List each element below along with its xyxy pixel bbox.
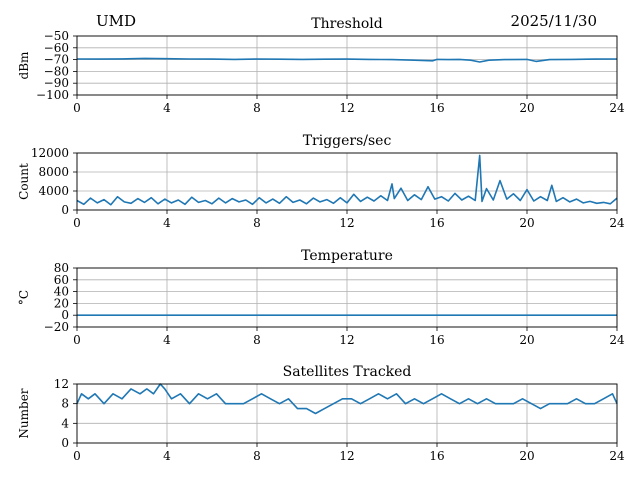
x-tick-label: 0 (73, 333, 81, 347)
series-line-1 (76, 57, 618, 63)
x-tick-label: 4 (163, 449, 171, 463)
x-tick-label: 8 (253, 449, 261, 463)
x-tick-label: 4 (163, 101, 171, 115)
chart-panel-4: 0 4 8 12 16 20 24 0 4 8 12 Satellites Tracked Number (17, 364, 625, 463)
y-tick-label: 8 (61, 397, 69, 411)
y-tick-label: 60 (54, 273, 69, 287)
series-line-1 (76, 383, 618, 415)
x-tick-label: 8 (253, 101, 261, 115)
x-tick-label: 12 (339, 216, 354, 230)
chart-panel-1: 0 4 8 12 16 20 24 −100−90−80−70−60−50 Threshold d… (17, 16, 625, 115)
y-axis-label: Count (17, 163, 31, 200)
x-tick-label: 20 (519, 101, 534, 115)
x-tick-label: 12 (339, 449, 354, 463)
x-tick-label: 4 (163, 333, 171, 347)
x-tick-label: 16 (429, 333, 444, 347)
x-tick-label: 0 (73, 216, 81, 230)
x-tick-label: 16 (429, 216, 444, 230)
y-tick-label: −80 (44, 64, 69, 78)
x-tick-label: 24 (609, 333, 625, 347)
x-tick-label: 12 (339, 333, 354, 347)
y-tick-label: 4000 (38, 184, 69, 198)
x-tick-label: 20 (519, 333, 534, 347)
chart-title: Threshold (311, 16, 382, 32)
x-tick-label: 20 (519, 449, 534, 463)
chart-title: Triggers/sec (303, 133, 392, 149)
y-tick-label: −90 (44, 76, 69, 90)
y-tick-label: −50 (44, 29, 69, 43)
x-tick-label: 4 (163, 216, 171, 230)
y-tick-label: −100 (36, 88, 69, 102)
y-tick-label: 80 (54, 261, 69, 275)
y-tick-label: 0 (61, 436, 69, 450)
y-tick-label: −20 (44, 320, 69, 334)
chart-title: Temperature (301, 248, 393, 264)
x-tick-label: 12 (339, 101, 354, 115)
y-tick-label: 4 (61, 416, 69, 430)
x-tick-label: 0 (73, 101, 81, 115)
y-tick-label: 0 (61, 308, 69, 322)
y-tick-label: 20 (54, 296, 69, 310)
x-tick-label: 8 (253, 216, 261, 230)
y-tick-label: −60 (44, 41, 69, 55)
y-axis-label: Number (17, 388, 31, 438)
series-line-1 (76, 154, 618, 206)
x-tick-label: 24 (609, 101, 625, 115)
x-tick-label: 16 (429, 101, 444, 115)
chart-panel-2: 0 4 8 12 16 20 24 0 4000 8000 12000 Triggers/sec Cou… (17, 133, 625, 230)
y-tick-label: 8000 (38, 165, 69, 179)
y-tick-label: 12 (54, 377, 69, 391)
chart-title: Satellites Tracked (283, 364, 412, 380)
y-tick-label: −70 (44, 53, 69, 67)
date-label: 2025/11/30 (510, 12, 597, 30)
y-axis-label: °C (17, 290, 31, 305)
x-tick-label: 0 (73, 449, 81, 463)
y-tick-label: 40 (54, 285, 69, 299)
y-axis-label: dBm (17, 51, 31, 80)
site-label: UMD (96, 12, 137, 30)
x-tick-label: 16 (429, 449, 444, 463)
y-tick-label: 0 (61, 203, 69, 217)
x-tick-label: 20 (519, 216, 534, 230)
x-tick-label: 24 (609, 449, 625, 463)
x-tick-label: 24 (609, 216, 625, 230)
y-tick-label: 12000 (31, 146, 69, 160)
x-tick-label: 8 (253, 333, 261, 347)
